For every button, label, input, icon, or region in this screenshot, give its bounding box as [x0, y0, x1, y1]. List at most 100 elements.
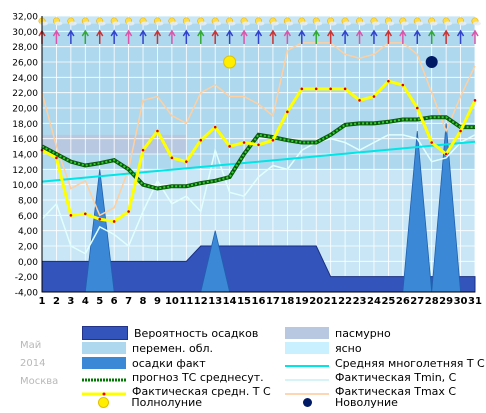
- tavg-point: [228, 145, 231, 148]
- x-tick-label: 30: [454, 296, 468, 307]
- legend-full-moon-row: Полнолуние: [82, 392, 202, 412]
- full-moon-icon: [98, 396, 110, 408]
- wind-arrowhead-icon: [182, 29, 190, 37]
- weather-sun-icon: [384, 17, 395, 26]
- cloud-icon: [270, 21, 279, 26]
- weather-sun-icon: [255, 17, 265, 26]
- cloud-icon: [126, 21, 135, 26]
- weather-sun-icon: [471, 17, 481, 26]
- cloud-icon: [343, 21, 352, 26]
- tavg-point: [459, 129, 462, 133]
- moon-markers: [223, 55, 438, 69]
- cloud-icon: [299, 21, 308, 26]
- x-tick-label: 16: [252, 296, 266, 307]
- cloud-icon: [40, 21, 48, 26]
- y-tick-label: 30,00: [12, 28, 38, 38]
- x-tick-label: 23: [353, 296, 367, 307]
- x-tick-label: 11: [179, 296, 193, 307]
- weather-sun-icon: [457, 17, 467, 26]
- y-tick-label: 22,00: [12, 89, 38, 99]
- legend-new-moon-row: Новолуние: [285, 392, 465, 412]
- wind-arrowhead-icon: [139, 29, 147, 37]
- precipitation-fact: [84, 123, 462, 293]
- tavg-point: [185, 160, 188, 163]
- y-tick-label: 18,00: [12, 120, 38, 130]
- cloud-icon: [357, 21, 366, 26]
- weather-sun-icon: [110, 17, 121, 26]
- cloud-icon: [169, 21, 178, 26]
- weather-sun-icon: [240, 17, 251, 26]
- tavg-point: [257, 143, 260, 147]
- x-tick-label: 25: [381, 296, 395, 307]
- x-tick-label: 9: [154, 296, 161, 307]
- tavg-point: [387, 79, 390, 83]
- wind-arrowhead-icon: [124, 29, 133, 37]
- tavg-point: [430, 141, 434, 144]
- wind-arrowhead-icon: [197, 29, 205, 37]
- axes: 32,0030,0028,0026,0024,0022,0020,0018,00…: [12, 13, 482, 308]
- wind-arrowhead-icon: [456, 29, 465, 37]
- wind-arrowhead-icon: [254, 29, 263, 37]
- tavg-point: [213, 125, 217, 129]
- wind-arrowhead-icon: [399, 29, 407, 37]
- wind-arrowhead-icon: [341, 29, 349, 37]
- side-month: Май: [20, 340, 42, 351]
- weather-sun-icon: [428, 17, 438, 26]
- wind-arrowhead-icon: [52, 29, 61, 37]
- cloud-icon: [227, 21, 236, 26]
- y-tick-label: 4,00: [18, 227, 38, 237]
- wind-arrowhead-icon: [428, 29, 436, 37]
- weather-icon-strip: [38, 17, 481, 44]
- tavg-point: [473, 99, 477, 102]
- x-tick-label: 6: [111, 296, 118, 307]
- wind-arrowhead-icon: [283, 29, 292, 37]
- x-tick-label: 15: [237, 296, 251, 307]
- y-tick-label: -2,00: [15, 273, 39, 283]
- y-tick-label: 14,00: [12, 151, 38, 161]
- tavg-point: [141, 148, 145, 152]
- new-moon-icon: [302, 397, 312, 407]
- x-tick-label: 12: [194, 296, 208, 307]
- wind-arrowhead-icon: [225, 29, 234, 37]
- cloud-icon: [198, 21, 207, 26]
- y-tick-label: 8,00: [18, 197, 38, 207]
- weather-sun-icon: [226, 17, 236, 26]
- tavg-point: [300, 87, 304, 91]
- x-tick-label: 10: [165, 296, 179, 307]
- y-tick-label: 10,00: [12, 181, 38, 191]
- cloud-icon: [328, 21, 337, 26]
- tavg-point: [98, 217, 102, 221]
- tavg-point: [358, 99, 361, 102]
- cloud-icon: [112, 21, 121, 26]
- weather-sun-icon: [442, 17, 453, 26]
- cloud-icon: [386, 21, 395, 26]
- x-tick-label: 4: [82, 296, 89, 307]
- tavg-point: [444, 152, 448, 156]
- x-tick-label: 5: [96, 296, 103, 307]
- x-tick-label: 31: [468, 296, 482, 307]
- y-tick-label: 24,00: [12, 74, 38, 84]
- tavg-point: [286, 110, 289, 114]
- cloud-icon: [242, 21, 251, 26]
- x-tick-label: 7: [125, 296, 132, 307]
- wind-arrowhead-icon: [153, 29, 162, 37]
- weather-sun-icon: [197, 17, 207, 26]
- weather-sun-icon: [67, 17, 77, 26]
- x-tick-label: 29: [439, 296, 453, 307]
- tavg-point: [314, 87, 318, 91]
- cloud-icon: [256, 21, 265, 26]
- x-tick-label: 20: [309, 296, 323, 307]
- weather-sun-icon: [182, 17, 193, 26]
- cloud-icon: [415, 21, 424, 26]
- full-moon-marker: [223, 55, 237, 69]
- wind-arrowhead-icon: [96, 29, 104, 37]
- wind-arrowhead-icon: [81, 29, 89, 37]
- weather-sun-icon: [211, 17, 222, 26]
- cloud-icon: [54, 21, 63, 26]
- y-tick-label: 6,00: [18, 212, 38, 222]
- weather-sun-icon: [370, 17, 380, 26]
- x-tick-label: 8: [140, 296, 147, 307]
- x-tick-label: 3: [67, 296, 74, 307]
- weather-sun-icon: [52, 17, 63, 26]
